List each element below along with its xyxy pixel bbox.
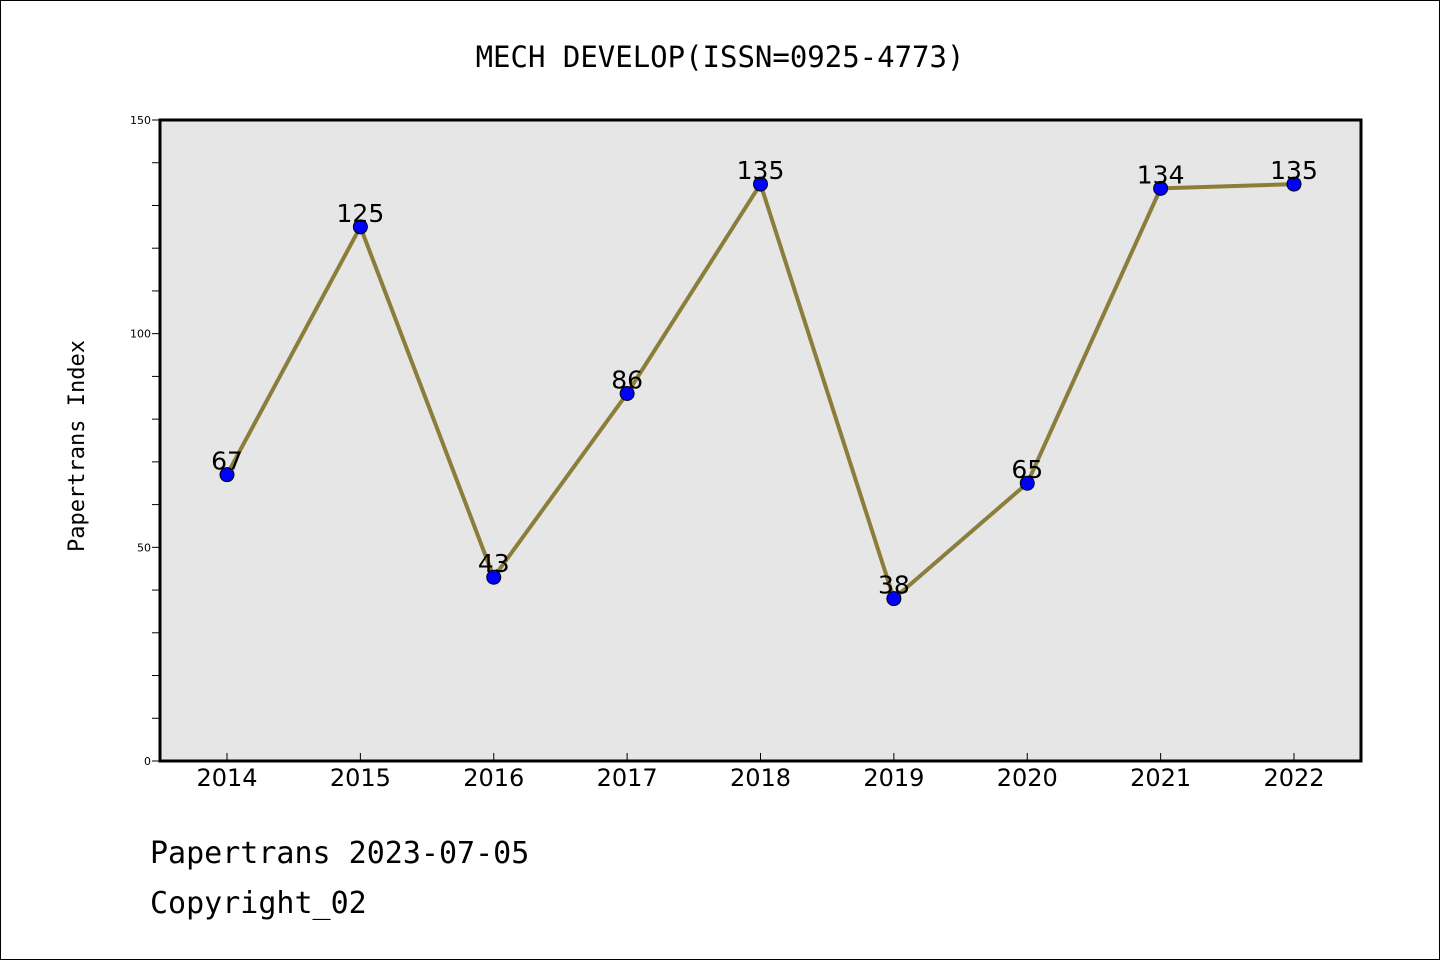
y-tick-label: 50 bbox=[137, 541, 151, 554]
data-point bbox=[486, 569, 502, 585]
data-point bbox=[219, 467, 235, 483]
chart-title: MECH DEVELOP(ISSN=0925-4773) bbox=[476, 40, 965, 74]
data-point bbox=[619, 385, 635, 401]
data-label: 38 bbox=[878, 571, 910, 600]
footer-copyright: Copyright_02 bbox=[150, 886, 367, 921]
x-axis: 2014 2015 2016 2017 2018 2019 2020 2021 2022 bbox=[196, 753, 1325, 792]
x-tick-label: 2019 bbox=[863, 764, 924, 792]
x-tick-label: 2021 bbox=[1130, 764, 1191, 792]
data-point bbox=[1286, 176, 1302, 192]
data-point bbox=[352, 219, 368, 235]
y-tick-label: 100 bbox=[130, 328, 151, 341]
y-tick-label: 150 bbox=[130, 114, 151, 127]
x-tick-label: 2018 bbox=[730, 764, 791, 792]
y-axis-label: Papertrans Index bbox=[65, 340, 90, 552]
x-tick-label: 2014 bbox=[196, 764, 257, 792]
data-point bbox=[1153, 180, 1169, 196]
data-point bbox=[1019, 475, 1035, 491]
data-label: 65 bbox=[1011, 455, 1043, 484]
data-label: 86 bbox=[611, 365, 643, 394]
data-label: 43 bbox=[478, 549, 510, 578]
x-tick-label: 2020 bbox=[997, 764, 1058, 792]
data-label: 134 bbox=[1137, 160, 1185, 189]
plot-border bbox=[158, 118, 1363, 763]
footer-date: Papertrans 2023-07-05 bbox=[150, 836, 530, 871]
x-tick-label: 2017 bbox=[597, 764, 658, 792]
series: 67 125 43 86 135 38 65 134 135 bbox=[211, 156, 1318, 607]
data-point bbox=[886, 591, 902, 607]
y-tick-label: 0 bbox=[144, 755, 151, 768]
data-label: 67 bbox=[211, 447, 243, 476]
y-axis: 0 50 100 150 bbox=[130, 114, 160, 768]
x-tick-label: 2015 bbox=[330, 764, 391, 792]
x-tick-label: 2022 bbox=[1263, 764, 1324, 792]
data-label: 125 bbox=[337, 199, 385, 228]
data-label: 135 bbox=[737, 156, 785, 185]
data-label: 135 bbox=[1270, 156, 1318, 185]
data-point bbox=[753, 176, 768, 192]
x-tick-label: 2016 bbox=[463, 764, 524, 792]
